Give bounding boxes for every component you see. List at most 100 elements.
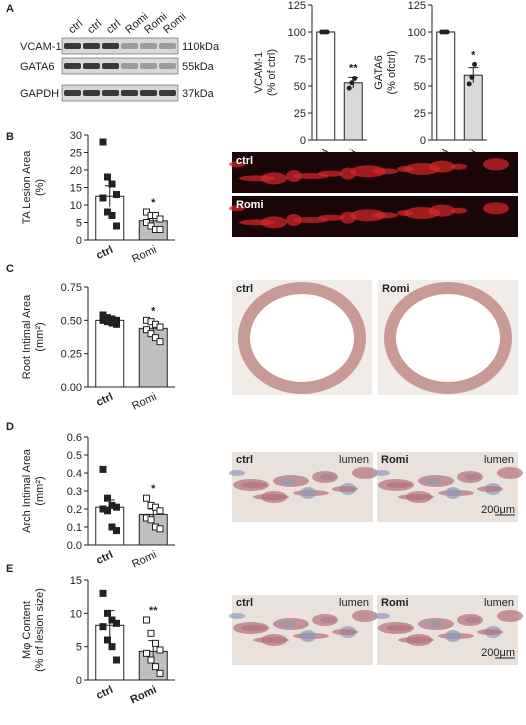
tissue <box>312 471 338 483</box>
blot-strip <box>61 84 179 102</box>
tissue <box>445 630 461 642</box>
data-point <box>108 643 116 651</box>
tissue <box>397 165 413 172</box>
data-point <box>156 215 164 223</box>
tissue <box>300 487 316 499</box>
data-point <box>349 80 355 86</box>
y-tick-label: 0.00 <box>61 382 82 394</box>
blot-band <box>64 90 81 96</box>
image-label: lumen <box>339 454 369 466</box>
y-tick-label: 0.0 <box>67 540 82 552</box>
image-label: ctrl <box>236 283 253 295</box>
tissue <box>497 610 523 622</box>
y-tick-label: 15 <box>70 575 82 587</box>
tissue <box>457 614 483 626</box>
image-label: Romi <box>381 597 409 609</box>
y-tick-label: 125 <box>408 0 426 12</box>
y-tick-label: 0.2 <box>67 504 82 516</box>
blot-band <box>102 63 119 69</box>
protein-label: GAPDH <box>20 88 59 100</box>
tissue <box>429 160 455 173</box>
y-axis-title: TA Lesion Area <box>21 150 33 225</box>
image-label: Romi <box>236 199 264 211</box>
tissue <box>350 209 386 222</box>
y-tick-label: 125 <box>288 0 306 12</box>
tissue <box>378 622 414 634</box>
panel-label: A <box>6 3 14 15</box>
y-tick-label: 25 <box>70 148 82 160</box>
protein-label: GATA6 <box>20 61 54 73</box>
y-axis-title: (% of ctrl) <box>266 49 278 96</box>
blot-band <box>121 90 138 96</box>
tissue <box>457 471 483 483</box>
significance: * <box>471 49 476 61</box>
data-point <box>143 494 150 502</box>
y-tick-label: 30 <box>70 130 82 142</box>
tissue <box>425 478 441 484</box>
tissue <box>280 478 296 484</box>
y-tick-label: 75 <box>294 54 306 66</box>
y-tick-label: 75 <box>414 54 426 66</box>
y-tick-label: 0.50 <box>61 315 82 327</box>
tissue <box>352 610 378 622</box>
blot-band <box>121 63 138 69</box>
y-tick-label: 0.5 <box>67 450 82 462</box>
panel-label: C <box>6 263 14 275</box>
data-point <box>108 212 116 219</box>
blot-strip <box>61 57 179 75</box>
bar <box>316 31 336 141</box>
data-point <box>113 527 120 535</box>
x-tick-label: Romi <box>130 391 158 413</box>
data-point <box>147 330 155 338</box>
data-point <box>156 226 164 233</box>
image-label: ctrl <box>236 597 253 609</box>
tissue <box>253 637 289 643</box>
data-point <box>147 656 155 664</box>
tissue <box>332 629 358 635</box>
y-tick-label: 20 <box>70 165 82 177</box>
image-label: lumen <box>339 597 369 609</box>
tissue <box>378 479 414 491</box>
tissue <box>286 170 302 183</box>
y-tick-label: 0 <box>300 135 306 147</box>
tissue <box>429 204 455 217</box>
tissue <box>280 621 296 627</box>
y-axis-title: VCAM-1 <box>253 52 265 94</box>
data-point <box>156 507 164 515</box>
size-label: 55kDa <box>182 61 215 73</box>
y-tick-label: 100 <box>288 27 306 39</box>
data-point <box>324 29 330 35</box>
y-tick-label: 0 <box>76 675 82 687</box>
tissue <box>398 637 434 643</box>
significance: ** <box>349 62 358 74</box>
tissue <box>477 486 503 492</box>
tissue <box>398 494 434 500</box>
data-point <box>156 323 164 331</box>
blot-band <box>64 63 81 69</box>
y-tick-label: 25 <box>414 108 426 120</box>
data-point <box>113 503 120 511</box>
data-point <box>104 507 111 515</box>
lane-label: Romi <box>161 11 188 37</box>
blot-strip <box>61 37 179 55</box>
data-point <box>156 525 164 533</box>
size-label: 110kDa <box>182 41 220 53</box>
y-tick-label: 0.25 <box>61 349 82 361</box>
y-tick-label: 15 <box>70 183 82 195</box>
panel-label: E <box>6 563 13 575</box>
bar <box>95 319 125 388</box>
image-label: ctrl <box>236 155 253 167</box>
data-point <box>99 194 107 202</box>
data-point <box>113 222 120 230</box>
y-axis-title: Root Intimal Area <box>21 294 33 379</box>
y-axis-title: (% of lesion size) <box>34 588 46 672</box>
protein-label: VCAM-1 <box>20 41 62 53</box>
data-point <box>152 639 159 647</box>
y-tick-label: 25 <box>294 108 306 120</box>
panel-label: D <box>6 421 14 433</box>
x-tick-label: ctrl <box>94 391 115 409</box>
tissue <box>318 214 344 221</box>
scale-label: 200μm <box>481 504 515 516</box>
blot-band <box>159 90 176 96</box>
image-label: lumen <box>484 597 514 609</box>
